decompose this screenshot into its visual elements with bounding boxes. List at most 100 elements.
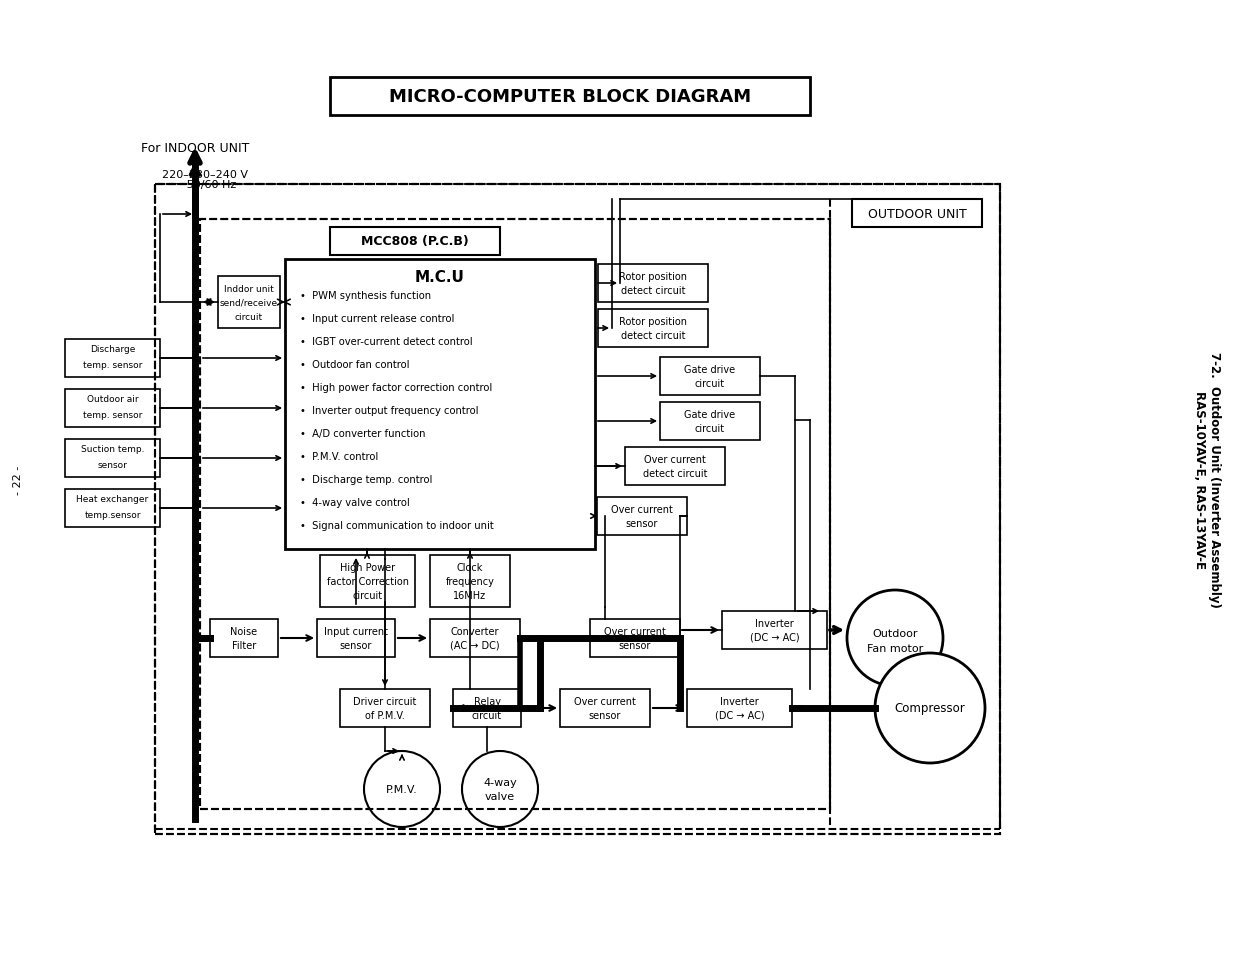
Text: •  4-way valve control: • 4-way valve control (300, 497, 410, 507)
Text: •  Outdoor fan control: • Outdoor fan control (300, 359, 410, 370)
Text: Outdoor air: Outdoor air (86, 395, 138, 404)
Bar (219, 276, 280, 329)
Text: •  PWM synthesis function: • PWM synthesis function (300, 291, 431, 301)
Text: sensor: sensor (340, 640, 372, 650)
Bar (65, 390, 161, 428)
Bar (210, 619, 278, 658)
Text: (DC → AC): (DC → AC) (715, 710, 764, 720)
Text: Rotor position: Rotor position (619, 316, 687, 327)
Text: Outdoor: Outdoor (872, 628, 918, 639)
Text: •  A/D converter function: • A/D converter function (300, 429, 426, 438)
Text: •  IGBT over-current detect control: • IGBT over-current detect control (300, 336, 473, 347)
Bar (65, 339, 161, 377)
Text: OUTDOOR UNIT: OUTDOOR UNIT (868, 208, 966, 220)
Text: of P.M.V.: of P.M.V. (366, 710, 405, 720)
Text: Filter: Filter (232, 640, 256, 650)
Bar (200, 220, 830, 809)
Text: Gate drive: Gate drive (684, 365, 736, 375)
Bar (597, 497, 687, 536)
Text: For INDOOR UNIT: For INDOOR UNIT (141, 141, 249, 154)
Bar (285, 260, 595, 550)
Text: •  Signal communication to indoor unit: • Signal communication to indoor unit (300, 520, 494, 531)
Text: sensor: sensor (589, 710, 621, 720)
Bar (156, 185, 1000, 834)
Text: Over current: Over current (574, 697, 636, 706)
Text: Fan motor: Fan motor (867, 643, 923, 654)
Text: detect circuit: detect circuit (621, 286, 685, 295)
Text: temp. sensor: temp. sensor (83, 361, 142, 370)
Text: detect circuit: detect circuit (621, 331, 685, 340)
Bar (598, 310, 708, 348)
Circle shape (462, 751, 538, 827)
Text: Rotor position: Rotor position (619, 272, 687, 282)
Text: Input current: Input current (324, 626, 388, 637)
Text: Over current: Over current (604, 626, 666, 637)
Text: Heat exchanger: Heat exchanger (77, 495, 148, 504)
Circle shape (364, 751, 440, 827)
Bar (722, 612, 827, 649)
Text: ~ 50/60 Hz: ~ 50/60 Hz (174, 180, 236, 190)
Text: sensor: sensor (98, 461, 127, 470)
Text: Compressor: Compressor (894, 701, 966, 715)
Bar (453, 689, 521, 727)
Text: circuit: circuit (695, 423, 725, 434)
Text: 220–230–240 V: 220–230–240 V (162, 170, 248, 180)
Text: Inverter: Inverter (755, 618, 794, 628)
Bar (590, 619, 680, 658)
Text: •  Inverter output frequency control: • Inverter output frequency control (300, 406, 478, 416)
Text: 7-2.  Outdoor Unit (Inverter Assembly): 7-2. Outdoor Unit (Inverter Assembly) (1209, 352, 1221, 607)
Text: Over current: Over current (645, 455, 706, 464)
Text: detect circuit: detect circuit (642, 469, 708, 478)
Text: P.M.V.: P.M.V. (387, 784, 417, 794)
Circle shape (847, 590, 944, 686)
Text: Discharge: Discharge (90, 345, 135, 355)
Bar (320, 556, 415, 607)
Text: Suction temp.: Suction temp. (80, 445, 144, 454)
Bar (430, 619, 520, 658)
Text: Inverter: Inverter (720, 697, 758, 706)
Text: •  High power factor correction control: • High power factor correction control (300, 382, 493, 393)
Text: High Power: High Power (340, 562, 395, 573)
Text: Relay: Relay (473, 697, 500, 706)
Text: Driver circuit: Driver circuit (353, 697, 416, 706)
Bar (340, 689, 430, 727)
Text: Converter: Converter (451, 626, 499, 637)
Text: valve: valve (485, 791, 515, 801)
Bar (156, 185, 1000, 834)
Text: Clock: Clock (457, 562, 483, 573)
Text: Noise: Noise (231, 626, 258, 637)
Text: - 22 -: - 22 - (14, 465, 23, 494)
Text: RAS-10YAV-E, RAS-13YAV-E: RAS-10YAV-E, RAS-13YAV-E (1193, 391, 1207, 568)
Bar (659, 357, 760, 395)
Bar (65, 490, 161, 527)
Bar (625, 448, 725, 485)
Text: •  Input current release control: • Input current release control (300, 314, 454, 324)
Text: •  Discharge temp. control: • Discharge temp. control (300, 475, 432, 484)
Text: frequency: frequency (446, 577, 494, 586)
Text: M.C.U: M.C.U (415, 271, 464, 285)
Text: (DC → AC): (DC → AC) (750, 633, 799, 642)
Bar (852, 200, 982, 228)
Circle shape (876, 654, 986, 763)
Text: 4-way: 4-way (483, 778, 517, 787)
Text: 16MHz: 16MHz (453, 590, 487, 600)
Text: sensor: sensor (619, 640, 651, 650)
Bar (430, 556, 510, 607)
Text: (AC → DC): (AC → DC) (451, 640, 500, 650)
Bar (330, 78, 810, 116)
Text: circuit: circuit (352, 590, 383, 600)
Text: factor Correction: factor Correction (326, 577, 409, 586)
Bar (559, 689, 650, 727)
Text: MCC808 (P.C.B): MCC808 (P.C.B) (361, 235, 469, 248)
Text: Inddor unit: Inddor unit (224, 284, 274, 294)
Bar (200, 220, 830, 809)
Text: temp.sensor: temp.sensor (84, 511, 141, 520)
Text: send/receive: send/receive (220, 298, 278, 307)
Text: circuit: circuit (472, 710, 503, 720)
Text: •  P.M.V. control: • P.M.V. control (300, 452, 378, 461)
Bar (330, 228, 500, 255)
Bar (65, 439, 161, 477)
Text: Over current: Over current (611, 504, 673, 515)
Text: circuit: circuit (235, 313, 263, 321)
Text: Gate drive: Gate drive (684, 410, 736, 419)
